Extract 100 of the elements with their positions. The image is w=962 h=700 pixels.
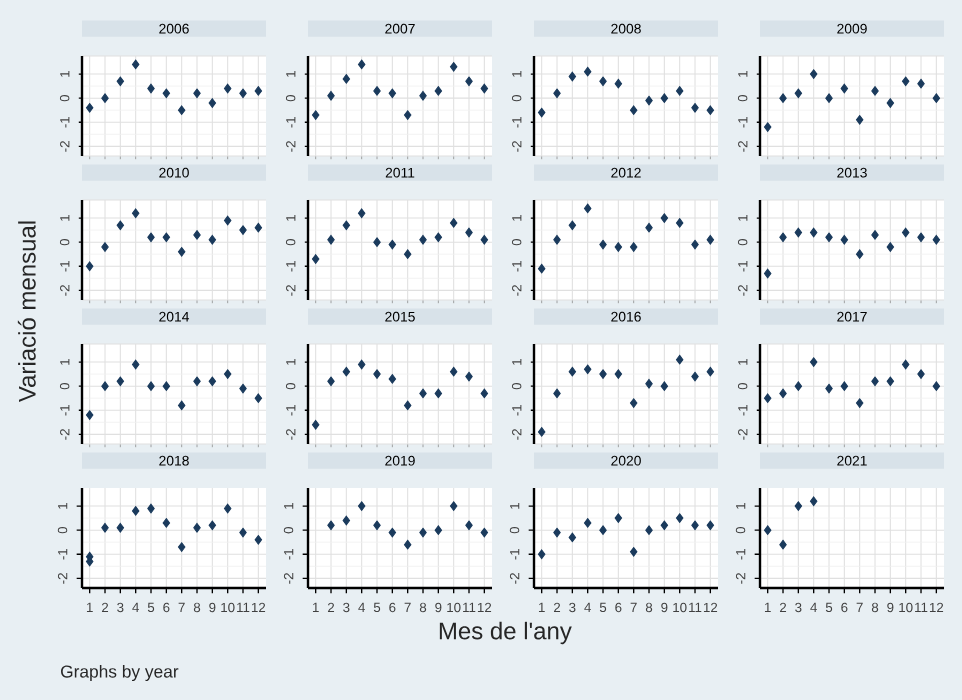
point <box>342 515 351 526</box>
point <box>223 215 232 226</box>
point <box>373 86 381 96</box>
point <box>825 93 833 103</box>
point <box>116 220 125 231</box>
point <box>583 203 592 214</box>
point <box>449 366 458 377</box>
point <box>691 371 699 382</box>
point <box>645 222 653 233</box>
point <box>434 388 443 399</box>
point <box>419 527 427 538</box>
point <box>465 227 473 238</box>
point <box>162 232 171 243</box>
point <box>583 66 592 77</box>
point <box>342 220 351 231</box>
point <box>254 222 263 233</box>
point <box>629 105 638 116</box>
point <box>855 249 864 260</box>
point <box>419 388 427 399</box>
point <box>583 518 592 528</box>
point <box>691 102 699 113</box>
point <box>388 239 397 250</box>
point <box>101 93 109 103</box>
point <box>660 213 669 223</box>
point <box>706 105 715 116</box>
point <box>208 520 217 531</box>
point <box>419 90 427 101</box>
point <box>675 354 684 365</box>
point <box>193 88 201 99</box>
point <box>177 542 186 552</box>
point <box>599 525 607 535</box>
point <box>629 242 638 252</box>
point <box>480 388 489 399</box>
point <box>357 501 366 511</box>
point <box>403 249 412 260</box>
point <box>809 357 818 367</box>
point <box>917 78 925 89</box>
point <box>327 520 335 531</box>
point <box>419 234 427 245</box>
point <box>403 400 412 411</box>
point <box>553 234 561 245</box>
point <box>177 400 186 411</box>
point <box>311 110 320 120</box>
point <box>645 378 653 389</box>
point <box>147 232 155 243</box>
point <box>254 535 263 545</box>
point <box>208 376 217 387</box>
point <box>311 419 320 430</box>
point <box>825 232 833 243</box>
point <box>327 234 335 245</box>
point <box>809 227 818 238</box>
point <box>373 520 381 531</box>
point <box>193 230 201 240</box>
point <box>779 388 787 399</box>
point <box>239 527 247 538</box>
point <box>660 93 669 103</box>
point <box>691 239 699 250</box>
point <box>465 371 473 382</box>
point <box>388 88 397 99</box>
point <box>553 527 561 538</box>
point <box>449 501 458 511</box>
point <box>886 98 895 108</box>
point <box>614 242 623 252</box>
point <box>177 247 186 257</box>
point <box>537 107 546 118</box>
point <box>568 220 577 231</box>
point <box>706 366 715 377</box>
point <box>116 376 125 387</box>
point <box>886 242 895 252</box>
point <box>101 242 109 252</box>
point <box>239 88 247 99</box>
point <box>342 366 351 377</box>
point <box>537 427 546 437</box>
point <box>660 381 669 391</box>
point <box>388 527 397 538</box>
point <box>855 115 864 125</box>
point <box>568 366 577 377</box>
point <box>840 381 849 391</box>
point <box>794 88 803 99</box>
point <box>131 506 140 516</box>
point <box>357 208 366 219</box>
point <box>886 376 895 387</box>
point <box>901 76 910 87</box>
point <box>223 503 232 514</box>
point <box>147 83 155 94</box>
point <box>147 381 155 391</box>
point <box>147 503 155 514</box>
point <box>131 359 140 370</box>
point <box>373 369 381 379</box>
point <box>449 62 458 72</box>
point <box>327 376 335 387</box>
point <box>871 230 879 240</box>
point <box>629 398 638 408</box>
point <box>553 388 561 399</box>
point <box>254 86 263 96</box>
point <box>917 369 925 379</box>
point <box>901 359 910 370</box>
point <box>403 539 412 550</box>
point <box>162 518 171 528</box>
point <box>809 69 818 79</box>
